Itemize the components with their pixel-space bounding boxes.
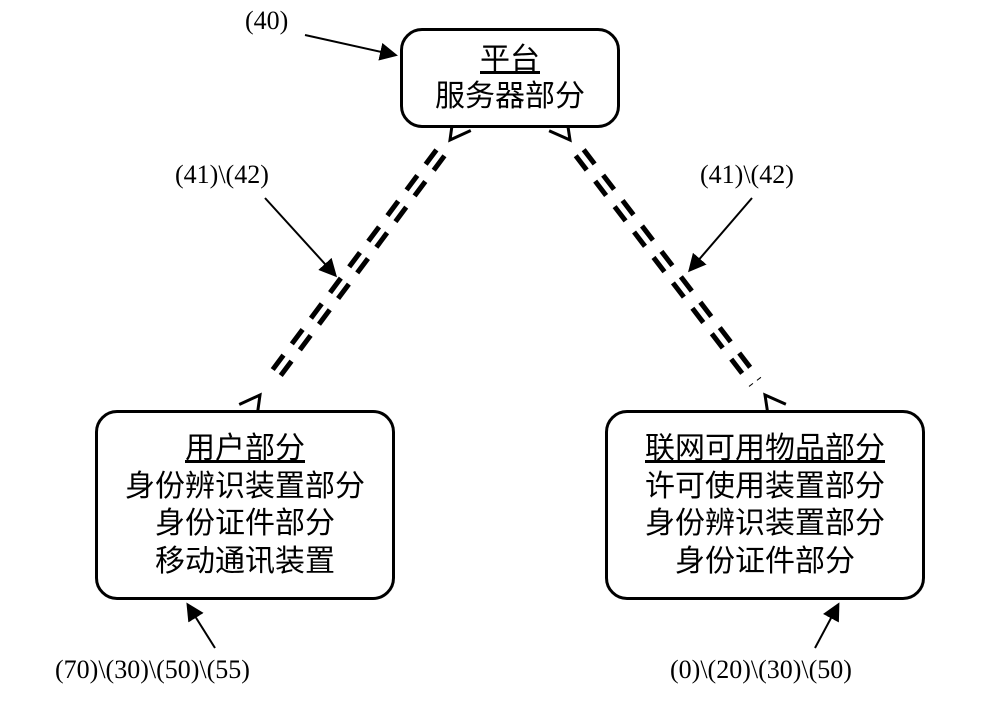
node-item-line-3: 身份证件部分	[675, 543, 855, 581]
label-ref-41-42-r: (41)\(42)	[700, 160, 794, 190]
node-item: 联网可用物品部分 许可使用装置部分 身份辨识装置部分 身份证件部分	[605, 410, 925, 600]
diagram-stage: 平台 服务器部分 用户部分 身份辨识装置部分 身份证件部分 移动通讯装置 联网可…	[0, 0, 1000, 712]
node-platform-title: 平台	[480, 41, 540, 79]
node-platform-line: 服务器部分	[435, 78, 585, 116]
node-platform: 平台 服务器部分	[400, 28, 620, 128]
node-item-title: 联网可用物品部分	[645, 430, 885, 468]
label-ref-bottom-r: (0)\(20)\(30)\(50)	[670, 655, 852, 685]
node-user-line-1: 身份辨识装置部分	[125, 468, 365, 506]
node-user: 用户部分 身份辨识装置部分 身份证件部分 移动通讯装置	[95, 410, 395, 600]
node-user-line-2: 身份证件部分	[155, 505, 335, 543]
node-item-line-1: 许可使用装置部分	[645, 468, 885, 506]
label-ref-40: (40)	[245, 6, 288, 36]
node-item-line-2: 身份辨识装置部分	[645, 505, 885, 543]
label-ref-41-42-l: (41)\(42)	[175, 160, 269, 190]
node-user-line-3: 移动通讯装置	[155, 543, 335, 581]
label-ref-bottom-l: (70)\(30)\(50)\(55)	[55, 655, 250, 685]
node-user-title: 用户部分	[185, 430, 305, 468]
